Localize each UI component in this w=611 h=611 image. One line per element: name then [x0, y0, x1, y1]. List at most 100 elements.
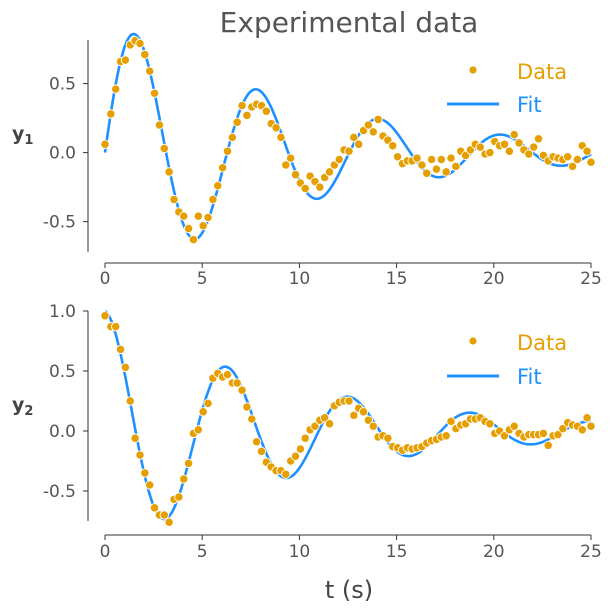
data-point — [115, 344, 126, 355]
data-point — [383, 433, 393, 443]
data-point — [179, 474, 189, 484]
data-point — [368, 421, 378, 431]
data-point — [567, 161, 578, 172]
data-point — [300, 183, 310, 194]
data-point — [198, 407, 208, 417]
data-point — [188, 234, 199, 245]
data-point — [120, 55, 131, 65]
data-point — [237, 385, 247, 395]
data-point — [149, 88, 160, 98]
data-point — [208, 194, 218, 205]
x-tick-label: 10 — [289, 542, 311, 562]
data-point — [100, 311, 110, 321]
data-point — [538, 428, 549, 439]
data-point — [514, 138, 524, 148]
y-axis-label: y2 — [12, 394, 33, 419]
axes-y1: -0.5 0.0 0.5 0 5 10 15 20 25 y1 Data Fit — [12, 32, 602, 289]
data-point — [135, 450, 145, 460]
data-point — [217, 163, 228, 173]
data-point — [256, 446, 267, 457]
y-axis-label: y1 — [12, 123, 33, 148]
data-point — [183, 458, 194, 469]
data-point — [392, 152, 403, 162]
data-point — [475, 142, 485, 152]
x-tick-label: 25 — [580, 269, 602, 289]
data-point — [193, 425, 203, 435]
y-tick-label: 1.0 — [49, 302, 76, 322]
data-point — [324, 419, 335, 429]
x-tick-label: 15 — [386, 542, 408, 562]
legend-data-marker — [469, 337, 477, 345]
data-point — [320, 413, 330, 423]
data-point — [242, 402, 252, 412]
data-point — [251, 437, 262, 447]
y-axis-label-subscript: 1 — [24, 133, 33, 148]
data-point — [582, 413, 592, 423]
data-point — [247, 414, 257, 424]
legend-fit-label: Fit — [517, 93, 542, 117]
data-point — [509, 129, 519, 140]
data-point — [563, 152, 573, 162]
data-point — [533, 134, 544, 144]
data-point — [242, 110, 252, 120]
data-point — [504, 146, 515, 156]
data-point — [232, 378, 242, 388]
data-point — [261, 106, 272, 116]
data-point — [111, 321, 121, 332]
data-point — [363, 120, 374, 130]
y-tick-label: -0.5 — [43, 213, 76, 233]
data-point — [344, 396, 354, 406]
data-point — [499, 431, 510, 441]
data-point — [111, 84, 121, 94]
data-point — [281, 160, 291, 170]
y-tick-label: 0.5 — [49, 362, 76, 382]
data-point — [193, 211, 203, 221]
data-point — [446, 153, 456, 163]
data-point — [572, 154, 583, 165]
data-point — [130, 433, 140, 443]
data-point — [349, 132, 359, 143]
data-point — [553, 429, 563, 440]
data-point — [140, 49, 150, 60]
data-point — [324, 167, 335, 177]
x-tick-label: 10 — [289, 269, 311, 289]
x-tick-label: 0 — [100, 542, 111, 562]
data-point — [509, 421, 519, 431]
y-tick-label: -0.5 — [43, 482, 76, 502]
data-point — [426, 154, 437, 165]
data-point — [174, 492, 184, 502]
axes-y2: -0.5 0.0 0.5 1.0 0 5 10 15 20 25 y2 Data Fit — [12, 302, 602, 562]
data-point — [145, 66, 155, 76]
data-point — [412, 153, 422, 163]
data-point — [159, 143, 169, 154]
data-point — [586, 157, 596, 167]
data-point — [300, 433, 310, 443]
data-point — [290, 170, 301, 180]
data-point — [237, 101, 247, 111]
x-tick-label: 15 — [386, 269, 408, 289]
data-point — [159, 510, 169, 520]
data-point — [135, 38, 145, 49]
data-point — [315, 182, 325, 192]
y-axis-label-subscript: 2 — [24, 404, 33, 419]
data-point — [441, 167, 451, 177]
data-point — [436, 154, 446, 165]
data-point — [363, 415, 374, 425]
data-point — [388, 141, 398, 151]
data-point — [222, 369, 233, 380]
legend-data-label: Data — [517, 331, 567, 355]
data-point — [586, 421, 596, 431]
data-point — [295, 444, 306, 454]
data-point — [354, 139, 364, 149]
data-point — [543, 440, 553, 451]
chart-title: Experimental data — [220, 6, 479, 39]
data-point — [203, 212, 213, 223]
data-point — [271, 123, 281, 133]
x-axis-label: t (s) — [325, 576, 373, 604]
y-tick-label: 0.5 — [49, 75, 76, 95]
data-point — [149, 503, 160, 513]
data-point — [582, 146, 592, 156]
data-point — [169, 194, 179, 205]
data-point — [183, 223, 194, 234]
data-point — [140, 468, 150, 478]
